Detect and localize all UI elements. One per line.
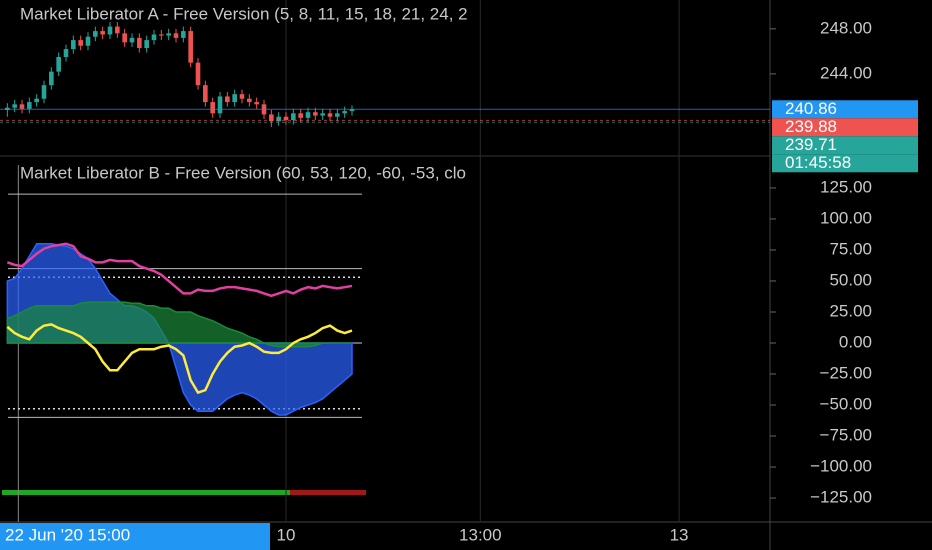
candle-body	[12, 104, 17, 108]
candle-body	[342, 111, 347, 114]
candle-body	[247, 98, 252, 103]
candle-body	[305, 112, 311, 118]
candle-body	[188, 31, 193, 63]
line	[6, 242, 353, 298]
candle-body	[93, 31, 98, 37]
x-tick-label: 10	[277, 525, 296, 544]
area	[6, 243, 353, 416]
candle-body	[78, 40, 83, 46]
candle-body	[195, 62, 201, 86]
candle-body	[115, 26, 120, 34]
candle-body	[239, 94, 245, 99]
candle-body	[173, 33, 179, 38]
y-tick-label: 125.00	[820, 177, 872, 196]
candle-body	[232, 94, 237, 103]
candle-body	[349, 109, 355, 112]
y-tick-label: −50.00	[820, 395, 872, 414]
y-tick-label: 0.00	[839, 332, 872, 351]
y-tick-label: 244.00	[820, 63, 872, 82]
candle-body	[159, 34, 164, 36]
candle-body	[144, 40, 149, 48]
area	[6, 301, 352, 348]
candle-body	[137, 37, 142, 48]
candle-body	[335, 113, 340, 117]
y-tick-label: 50.00	[829, 270, 872, 289]
y-tick-label: −100.00	[810, 457, 872, 476]
candle-body	[100, 31, 105, 35]
candle-body	[63, 49, 69, 58]
candle-body	[210, 102, 215, 114]
signal-bar-red	[290, 490, 366, 495]
countdown-box	[772, 154, 918, 173]
candle-body	[203, 85, 208, 103]
candle-body	[291, 113, 296, 121]
candle-body	[122, 33, 127, 43]
y-tick-label: −125.00	[810, 488, 872, 507]
candle-body	[34, 98, 39, 103]
candle-body	[283, 116, 289, 121]
candle-body	[27, 102, 32, 109]
x-tick-label: 13	[670, 525, 689, 544]
price-label: 239.71	[785, 135, 837, 154]
y-tick-label: 248.00	[820, 18, 872, 37]
signal-bar-green	[2, 490, 290, 495]
price-label: 240.86	[785, 99, 837, 118]
candle-body	[181, 31, 186, 38]
cursor-label: 22 Jun '20 15:00	[5, 525, 130, 544]
candle-body	[107, 26, 113, 35]
candle-body	[327, 113, 333, 117]
price-label-box	[772, 136, 918, 155]
candle-body	[19, 104, 25, 109]
candle-body	[276, 116, 281, 122]
candle-body	[41, 85, 47, 99]
candle-body	[225, 96, 230, 103]
y-tick-label: −75.00	[820, 426, 872, 445]
price-label-box	[772, 100, 918, 119]
candle-body	[298, 113, 303, 118]
y-tick-label: −25.00	[820, 363, 872, 382]
candle-body	[56, 57, 61, 72]
y-tick-label: 100.00	[820, 208, 872, 227]
candle-body	[49, 71, 54, 86]
candle-body	[129, 37, 135, 43]
candle-body	[166, 33, 171, 36]
pane-b-title: Market Liberator B - Free Version (60, 5…	[20, 163, 466, 182]
candle-body	[269, 114, 274, 122]
cursor-label-box	[0, 523, 270, 550]
y-tick-label: 75.00	[829, 239, 872, 258]
candle-body	[313, 112, 318, 116]
candle-body	[217, 96, 223, 114]
candle-body	[71, 40, 76, 50]
x-tick-label: 13:00	[459, 525, 502, 544]
price-label: 239.88	[785, 117, 837, 136]
candle-body	[320, 113, 325, 116]
y-tick-label: 25.00	[829, 301, 872, 320]
candle-body	[85, 36, 91, 46]
price-label-box	[772, 118, 918, 137]
pane-a-title: Market Liberator A - Free Version (5, 8,…	[20, 4, 468, 23]
candle-body	[254, 102, 259, 105]
countdown: 01:45:58	[785, 153, 851, 172]
candle-body	[151, 34, 157, 41]
line	[6, 323, 353, 395]
